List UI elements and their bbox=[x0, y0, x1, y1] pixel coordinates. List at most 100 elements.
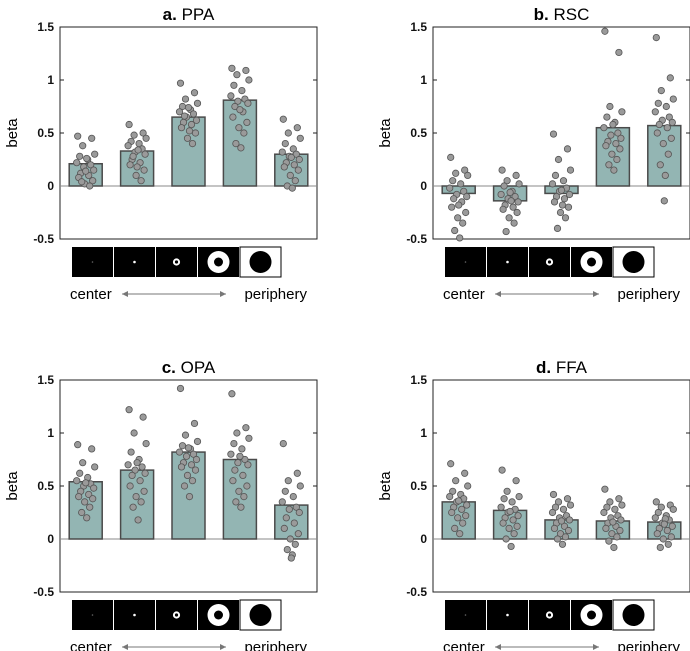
data-point bbox=[509, 203, 517, 211]
thumbnail-ring-inner bbox=[214, 610, 223, 620]
y-tick-label: 1.5 bbox=[37, 20, 54, 34]
data-point bbox=[565, 516, 574, 524]
data-point bbox=[463, 501, 471, 509]
data-point bbox=[296, 134, 304, 142]
data-point bbox=[291, 540, 299, 548]
data-point bbox=[512, 171, 520, 179]
data-point bbox=[87, 161, 95, 169]
data-point bbox=[461, 166, 469, 174]
data-point bbox=[667, 533, 675, 541]
data-point bbox=[601, 27, 609, 35]
data-point bbox=[231, 466, 239, 474]
stimulus-thumbnail-full-disk bbox=[239, 599, 282, 631]
data-point bbox=[664, 150, 672, 158]
data-point bbox=[126, 161, 134, 169]
data-point bbox=[503, 487, 511, 495]
arrow-right-head bbox=[593, 644, 599, 650]
thumbnail-dot bbox=[91, 261, 94, 263]
data-point bbox=[236, 106, 244, 114]
data-point bbox=[181, 95, 190, 103]
data-point bbox=[180, 482, 189, 490]
data-point bbox=[91, 463, 99, 471]
data-point bbox=[280, 524, 288, 533]
data-point bbox=[609, 120, 617, 129]
data-point bbox=[233, 71, 241, 79]
data-point bbox=[296, 482, 304, 490]
data-point bbox=[288, 184, 296, 192]
thumbnail-dot bbox=[506, 260, 509, 264]
data-point bbox=[127, 448, 135, 456]
data-point bbox=[515, 492, 523, 501]
data-point bbox=[290, 161, 298, 169]
data-point bbox=[244, 461, 252, 469]
y-tick-label: 0.5 bbox=[410, 479, 427, 493]
data-point bbox=[500, 495, 508, 503]
periphery-label: periphery bbox=[617, 286, 680, 303]
y-axis-label: beta bbox=[377, 471, 394, 501]
stimulus-thumbnail-small-ring bbox=[529, 600, 570, 630]
thumbnail-dot bbox=[133, 613, 136, 617]
data-point bbox=[184, 444, 193, 452]
data-point bbox=[176, 79, 185, 87]
data-point bbox=[616, 145, 624, 153]
data-point bbox=[606, 102, 614, 111]
y-tick-label: 1 bbox=[420, 426, 427, 440]
y-tick-label: 1.5 bbox=[37, 373, 54, 387]
data-point bbox=[130, 429, 138, 437]
data-point bbox=[140, 166, 148, 174]
data-point bbox=[457, 180, 465, 188]
data-point bbox=[239, 471, 247, 479]
y-tick-label: -0.5 bbox=[33, 232, 54, 246]
data-point bbox=[83, 514, 91, 522]
data-point bbox=[88, 134, 96, 142]
data-point bbox=[663, 124, 671, 132]
y-tick-label: 0 bbox=[47, 179, 54, 193]
y-tick-label: 1.5 bbox=[410, 20, 427, 34]
data-point bbox=[452, 169, 460, 177]
data-point bbox=[240, 129, 248, 137]
data-point bbox=[608, 530, 616, 538]
data-point bbox=[447, 153, 455, 161]
y-axis-label: beta bbox=[4, 471, 21, 501]
data-point bbox=[124, 461, 132, 469]
data-point bbox=[188, 477, 197, 485]
data-point bbox=[230, 439, 238, 448]
y-tick-label: -0.5 bbox=[406, 232, 427, 246]
thumbnail-disk bbox=[249, 604, 272, 626]
data-point bbox=[291, 177, 299, 185]
data-point bbox=[240, 492, 248, 501]
center-label: center bbox=[443, 286, 485, 303]
chart-title: b. RSC bbox=[534, 5, 590, 24]
data-point bbox=[185, 492, 194, 501]
data-point bbox=[448, 203, 456, 211]
data-point bbox=[183, 471, 192, 479]
data-point bbox=[605, 537, 613, 545]
bar-4 bbox=[222, 99, 258, 187]
periphery-label: periphery bbox=[617, 639, 680, 651]
data-point bbox=[83, 154, 91, 163]
stimulus-thumbnail-full-disk bbox=[612, 599, 655, 631]
data-point bbox=[130, 131, 138, 139]
data-point bbox=[454, 514, 462, 522]
data-point bbox=[510, 530, 518, 538]
panel-opa: c. OPA beta -0.5 0 0.5 1 1.5 center periphery bbox=[4, 358, 318, 651]
data-point bbox=[126, 482, 134, 490]
data-point bbox=[463, 193, 471, 201]
data-point bbox=[506, 507, 514, 516]
stimulus-thumbnail-small-dot bbox=[487, 600, 528, 630]
data-point bbox=[659, 535, 667, 543]
data-point bbox=[73, 159, 81, 167]
y-tick-label: 1 bbox=[47, 426, 54, 440]
data-point bbox=[559, 505, 568, 513]
data-point bbox=[193, 99, 202, 107]
data-point bbox=[238, 87, 246, 95]
y-tick-label: 0 bbox=[420, 179, 427, 193]
thumbnail-ring-inner bbox=[547, 613, 552, 617]
data-point bbox=[228, 64, 236, 72]
data-point bbox=[189, 110, 198, 118]
stimulus-thumbnail-large-ring bbox=[571, 600, 612, 630]
data-point bbox=[665, 113, 673, 121]
data-point bbox=[565, 190, 574, 199]
data-point bbox=[461, 469, 469, 477]
